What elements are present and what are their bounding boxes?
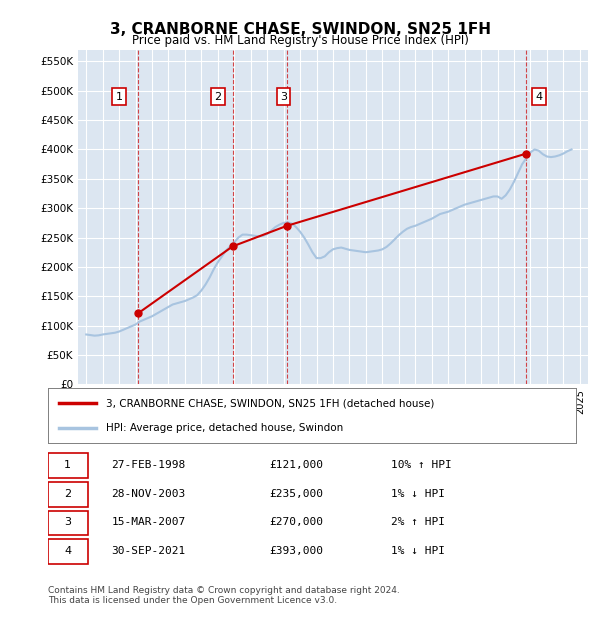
Text: Price paid vs. HM Land Registry's House Price Index (HPI): Price paid vs. HM Land Registry's House … (131, 34, 469, 47)
Text: 2: 2 (214, 92, 221, 102)
Text: Contains HM Land Registry data © Crown copyright and database right 2024.
This d: Contains HM Land Registry data © Crown c… (48, 586, 400, 605)
Point (521, 149, 531, 159)
Text: 3: 3 (280, 92, 287, 102)
Text: 3: 3 (64, 518, 71, 528)
Text: 4: 4 (535, 92, 542, 102)
Text: 3, CRANBORNE CHASE, SWINDON, SN25 1FH (detached house): 3, CRANBORNE CHASE, SWINDON, SN25 1FH (d… (106, 398, 434, 408)
Text: 30-SEP-2021: 30-SEP-2021 (112, 546, 185, 556)
Point (282, 221, 292, 231)
Point (228, 241, 238, 251)
Text: 2: 2 (64, 489, 71, 498)
Text: £270,000: £270,000 (270, 518, 324, 528)
Point (133, 308, 143, 318)
Text: HPI: Average price, detached house, Swindon: HPI: Average price, detached house, Swin… (106, 423, 343, 433)
Text: 1: 1 (64, 460, 71, 470)
Text: £393,000: £393,000 (270, 546, 324, 556)
FancyBboxPatch shape (48, 511, 88, 536)
Text: 10% ↑ HPI: 10% ↑ HPI (391, 460, 452, 470)
Text: £235,000: £235,000 (270, 489, 324, 498)
Text: 2% ↑ HPI: 2% ↑ HPI (391, 518, 445, 528)
FancyBboxPatch shape (48, 482, 88, 507)
Text: 15-MAR-2007: 15-MAR-2007 (112, 518, 185, 528)
Text: £121,000: £121,000 (270, 460, 324, 470)
Text: 1% ↓ HPI: 1% ↓ HPI (391, 489, 445, 498)
Text: 4: 4 (64, 546, 71, 556)
FancyBboxPatch shape (48, 453, 88, 478)
Text: 3, CRANBORNE CHASE, SWINDON, SN25 1FH: 3, CRANBORNE CHASE, SWINDON, SN25 1FH (110, 22, 491, 37)
Text: 1% ↓ HPI: 1% ↓ HPI (391, 546, 445, 556)
Text: 27-FEB-1998: 27-FEB-1998 (112, 460, 185, 470)
Text: 28-NOV-2003: 28-NOV-2003 (112, 489, 185, 498)
FancyBboxPatch shape (48, 539, 88, 564)
Text: 1: 1 (116, 92, 122, 102)
